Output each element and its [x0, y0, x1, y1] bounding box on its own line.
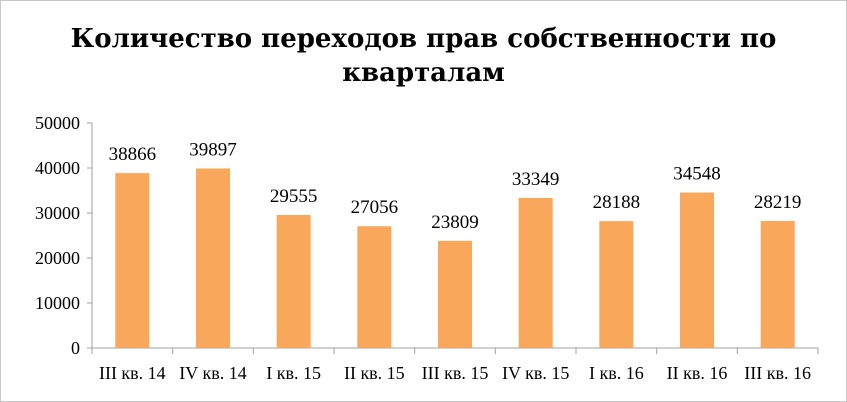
- bar: [276, 215, 311, 348]
- y-axis: 0 10000 20000 30000 40000 50000: [35, 113, 93, 358]
- bars: [115, 168, 795, 348]
- x-tick-label: II кв. 15: [344, 363, 405, 383]
- chart-title: Количество переходов прав собственности …: [70, 24, 777, 88]
- data-label: 38866: [109, 144, 157, 165]
- bar: [680, 192, 714, 348]
- x-axis: III кв. 14 IV кв. 14 I кв. 15 II кв. 15 III …: [91, 347, 819, 383]
- y-tick-label: 50000: [35, 113, 80, 133]
- data-label: 28188: [593, 192, 641, 213]
- data-label: 34548: [673, 164, 721, 185]
- bar: [518, 197, 553, 348]
- y-tick-label: 30000: [35, 203, 80, 223]
- bar: [438, 240, 472, 348]
- y-tick-label: 40000: [35, 158, 80, 178]
- y-tick-label: 20000: [35, 248, 80, 268]
- data-label: 23809: [431, 212, 479, 233]
- x-tick-label: II кв. 16: [667, 363, 728, 383]
- x-tick-label: III кв. 14: [99, 363, 166, 383]
- data-label: 27056: [351, 197, 399, 218]
- x-tick-label: I кв. 15: [266, 363, 321, 383]
- y-tick-label: 0: [71, 338, 80, 358]
- data-label: 33349: [512, 169, 560, 190]
- y-tick-label: 10000: [35, 293, 80, 313]
- bar: [196, 168, 230, 348]
- bar: [357, 226, 392, 348]
- x-tick-label: IV кв. 14: [179, 363, 246, 383]
- data-label: 29555: [270, 186, 318, 207]
- data-label: 28219: [754, 192, 802, 213]
- x-tick-label: I кв. 16: [589, 363, 644, 383]
- x-tick-label: III кв. 15: [422, 363, 489, 383]
- data-labels: 38866 39897 29555 27056 23809 33349 28188 34548…: [109, 139, 802, 232]
- data-label: 39897: [189, 139, 237, 160]
- bar: [115, 173, 150, 348]
- bar: [760, 221, 795, 348]
- bar: [599, 221, 634, 348]
- x-tick-label: III кв. 16: [744, 363, 811, 383]
- x-tick-label: IV кв. 15: [502, 363, 569, 383]
